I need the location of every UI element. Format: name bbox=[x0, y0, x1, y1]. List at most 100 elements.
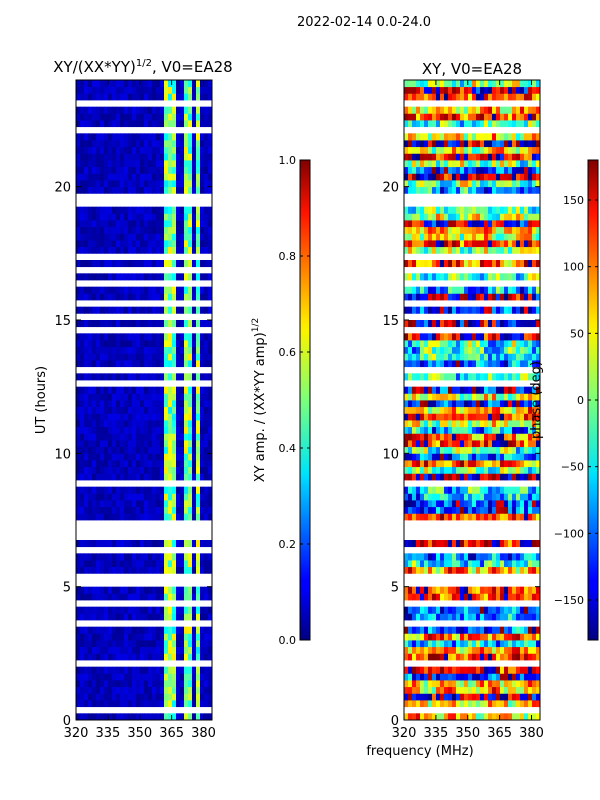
right-heatmap-cell bbox=[456, 646, 461, 654]
left-heatmap-cell bbox=[196, 206, 201, 214]
left-heatmap-cell bbox=[140, 220, 145, 228]
left-heatmap-cell bbox=[96, 353, 101, 361]
right-heatmap-cell bbox=[532, 700, 537, 708]
left-heatmap-cell bbox=[152, 540, 157, 548]
right-heatmap-cell bbox=[504, 473, 509, 481]
left-heatmap-cell bbox=[144, 653, 149, 661]
right-heatmap-cell bbox=[524, 86, 529, 94]
right-heatmap-cell bbox=[496, 386, 501, 394]
left-heatmap-cell bbox=[148, 113, 153, 121]
right-heatmap-cell bbox=[456, 333, 461, 341]
right-heatmap-cell bbox=[520, 446, 525, 454]
left-heatmap-cell bbox=[92, 146, 97, 154]
left-heatmap-cell bbox=[144, 446, 149, 454]
right-heatmap-cell bbox=[420, 320, 425, 328]
left-heatmap-cell bbox=[152, 166, 157, 174]
right-heatmap-cell bbox=[492, 333, 497, 341]
left-heatmap-cell bbox=[172, 646, 177, 654]
left-heatmap-cell bbox=[80, 553, 85, 561]
right-heatmap-cell bbox=[496, 486, 501, 494]
left-heatmap-cell bbox=[188, 553, 193, 561]
right-heatmap-cell bbox=[468, 186, 473, 194]
right-heatmap-cell bbox=[536, 260, 541, 268]
left-heatmap-cell bbox=[84, 120, 89, 128]
right-heatmap-cell bbox=[440, 440, 445, 448]
left-heatmap-cell bbox=[152, 613, 157, 621]
right-heatmap-cell bbox=[472, 426, 477, 434]
left-heatmap-cell bbox=[204, 473, 209, 481]
right-heatmap-cell bbox=[432, 113, 437, 121]
left-heatmap-cell bbox=[208, 133, 213, 141]
right-heatmap-cell bbox=[460, 246, 465, 254]
right-heatmap-cell bbox=[488, 393, 493, 401]
right-heatmap-cell bbox=[512, 293, 517, 301]
left-heatmap-cell bbox=[100, 320, 105, 328]
right-heatmap-cell bbox=[492, 360, 497, 368]
right-heatmap-cell bbox=[528, 106, 533, 114]
right-heatmap-cell bbox=[416, 560, 421, 568]
left-heatmap-cell bbox=[208, 413, 213, 421]
left-heatmap-cell bbox=[140, 680, 145, 688]
right-heatmap-cell bbox=[448, 453, 453, 461]
left-heatmap-cell bbox=[172, 386, 177, 394]
right-heatmap-cell bbox=[440, 686, 445, 694]
left-heatmap-cell bbox=[116, 120, 121, 128]
left-heatmap-cell bbox=[196, 133, 201, 141]
left-heatmap-cell bbox=[188, 120, 193, 128]
right-heatmap-cell bbox=[484, 273, 489, 281]
right-heatmap-cell bbox=[456, 386, 461, 394]
left-heatmap-cell bbox=[184, 180, 189, 188]
right-heatmap-cell bbox=[536, 153, 541, 161]
left-heatmap-cell bbox=[108, 133, 113, 141]
right-heatmap-cell bbox=[488, 560, 493, 568]
right-heatmap-cell bbox=[524, 680, 529, 688]
left-heatmap-cell bbox=[176, 240, 181, 248]
left-heatmap-cell bbox=[200, 340, 205, 348]
left-heatmap-cell bbox=[148, 540, 153, 548]
right-heatmap-cell bbox=[512, 606, 517, 614]
left-heatmap-cell bbox=[104, 460, 109, 468]
left-heatmap-cell bbox=[128, 420, 133, 428]
left-heatmap-cell bbox=[92, 286, 97, 294]
left-heatmap-cell bbox=[164, 406, 169, 414]
right-heatmap-cell bbox=[468, 286, 473, 294]
left-heatmap-cell bbox=[148, 186, 153, 194]
right-heatmap-cell bbox=[524, 160, 529, 168]
left-heatmap-cell bbox=[204, 426, 209, 434]
left-heatmap-cell bbox=[148, 473, 153, 481]
right-heatmap-cell bbox=[472, 606, 477, 614]
left-heatmap-cell bbox=[156, 120, 161, 128]
right-heatmap-cell bbox=[532, 466, 537, 474]
right-heatmap-cell bbox=[464, 213, 469, 221]
left-heatmap-cell bbox=[160, 226, 165, 234]
left-heatmap-cell bbox=[112, 626, 117, 634]
right-heatmap-cell bbox=[420, 233, 425, 241]
left-heatmap-cell bbox=[84, 506, 89, 514]
right-heatmap-cell bbox=[520, 373, 525, 381]
right-heatmap-cell bbox=[440, 240, 445, 248]
left-heatmap-cell bbox=[96, 420, 101, 428]
right-heatmap-cell bbox=[516, 106, 521, 114]
right-heatmap-cell bbox=[512, 373, 517, 381]
right-heatmap-cell bbox=[432, 393, 437, 401]
left-heatmap-cell bbox=[204, 86, 209, 94]
right-heatmap-cell bbox=[476, 220, 481, 228]
left-heatmap-cell bbox=[180, 233, 185, 241]
left-heatmap-cell bbox=[172, 506, 177, 514]
right-heatmap-cell bbox=[504, 333, 509, 341]
right-heatmap-cell bbox=[464, 113, 469, 121]
right-heatmap-cell bbox=[516, 640, 521, 648]
left-heatmap-cell bbox=[204, 513, 209, 521]
left-heatmap-cell bbox=[164, 440, 169, 448]
right-heatmap-cell bbox=[520, 386, 525, 394]
left-heatmap-cell bbox=[112, 360, 117, 368]
right-heatmap-cell bbox=[468, 440, 473, 448]
right-heatmap-cell bbox=[524, 673, 529, 681]
left-heatmap-cell bbox=[100, 166, 105, 174]
left-panel: XY/(XX*YY)1/2, V0=EA28 320 335 350 365 380 0… bbox=[34, 58, 233, 741]
right-heatmap-cell bbox=[416, 333, 421, 341]
right-heatmap-cell bbox=[516, 233, 521, 241]
left-heatmap-cell bbox=[76, 400, 81, 408]
left-heatmap-cell bbox=[192, 106, 197, 114]
left-heatmap-cell bbox=[132, 493, 137, 501]
